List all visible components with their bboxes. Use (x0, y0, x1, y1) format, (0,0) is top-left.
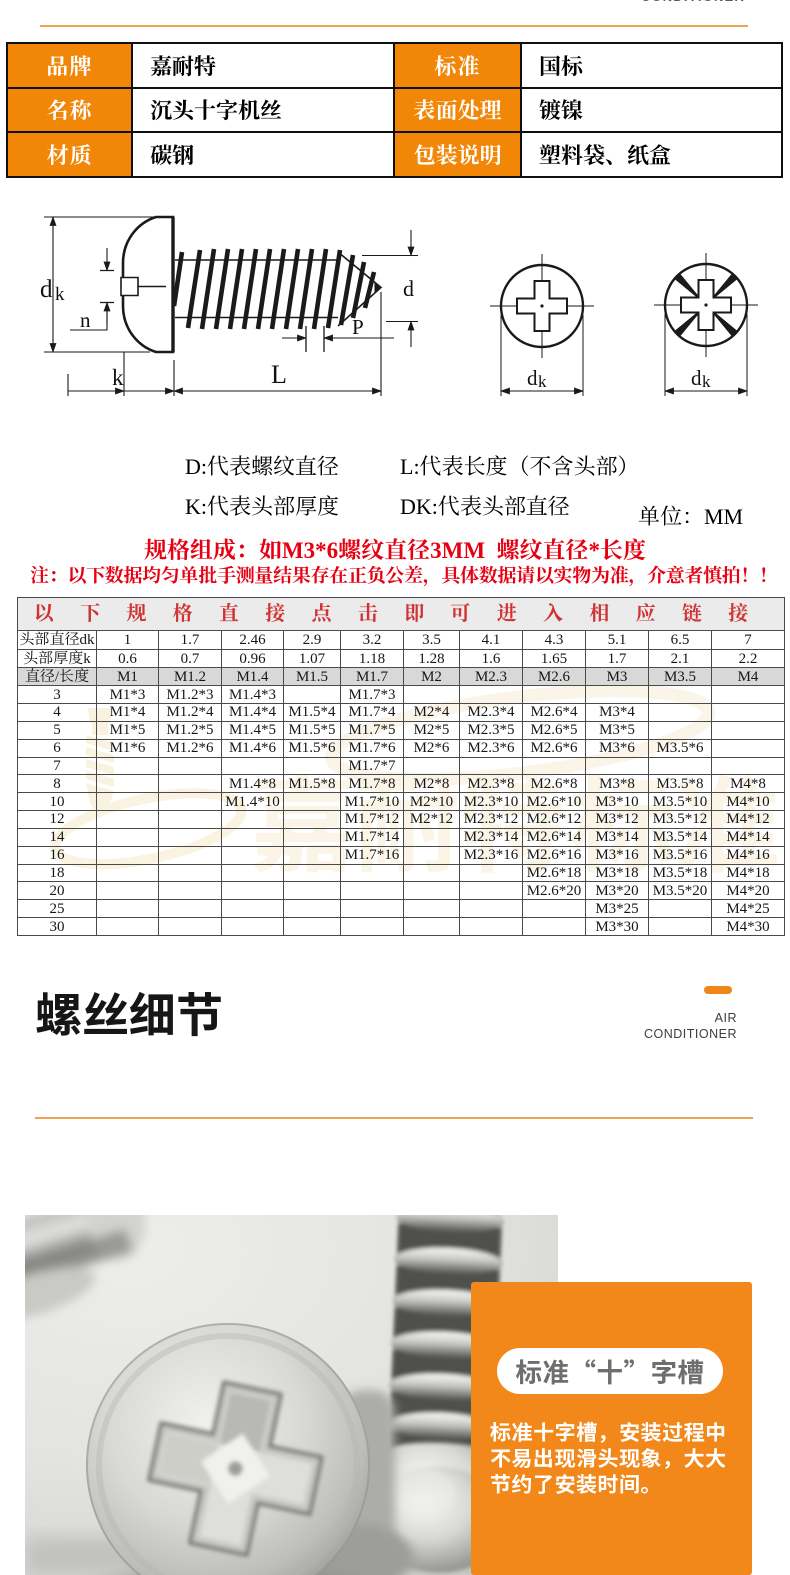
svg-text:P: P (352, 315, 364, 339)
svg-text:k: k (55, 284, 65, 305)
svg-text:d: d (40, 276, 53, 303)
svg-text:L: L (271, 360, 287, 389)
svg-text:d: d (691, 366, 702, 390)
svg-text:d: d (403, 276, 414, 301)
svg-text:k: k (538, 372, 547, 391)
svg-text:k: k (702, 372, 711, 391)
svg-text:n: n (80, 308, 91, 332)
svg-text:d: d (527, 366, 538, 390)
svg-text:k: k (112, 365, 124, 390)
